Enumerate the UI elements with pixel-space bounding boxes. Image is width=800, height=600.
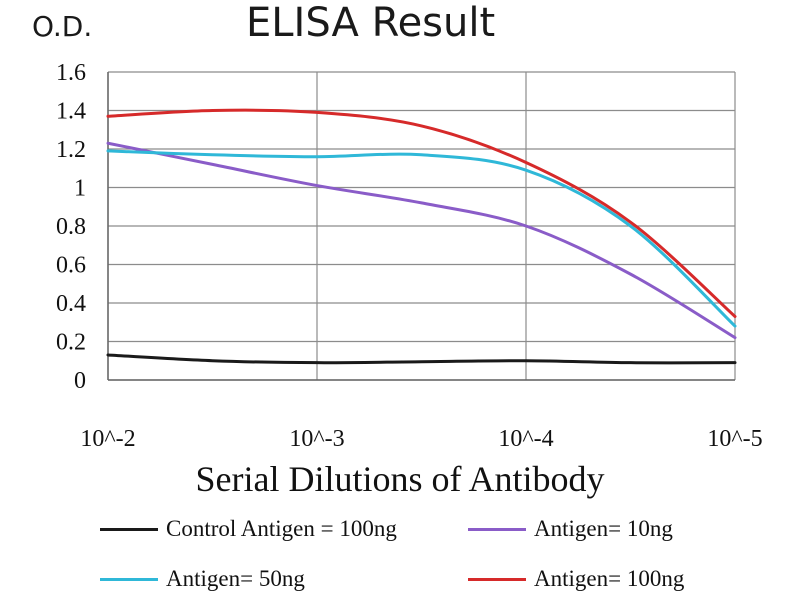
- legend-item-control: Control Antigen = 100ng: [100, 516, 397, 542]
- y-tick-labels: 0 0.2 0.4 0.6 0.8 1 1.2 1.4 1.6: [56, 60, 86, 394]
- legend-swatch: [468, 527, 526, 531]
- legend-label: Antigen= 50ng: [166, 566, 305, 591]
- legend-swatch: [100, 577, 158, 581]
- legend-item-antigen-100ng: Antigen= 100ng: [468, 566, 684, 592]
- legend-label: Antigen= 100ng: [534, 566, 685, 591]
- series-line-0: [106, 353, 737, 365]
- x-tick-label: 10^-3: [289, 426, 344, 452]
- y-tick-label: 0.4: [56, 291, 86, 317]
- legend-item-antigen-10ng: Antigen= 10ng: [468, 516, 673, 542]
- y-tick-label: 0.6: [56, 253, 86, 279]
- y-tick-label: 0.2: [56, 330, 86, 356]
- legend-label: Antigen= 10ng: [534, 516, 673, 541]
- chart-title: ELISA Result: [246, 0, 496, 46]
- y-tick-label: 1.2: [56, 137, 86, 163]
- series-line-3: [106, 108, 737, 318]
- y-tick-label: 1: [74, 176, 86, 202]
- x-tick-label: 10^-5: [707, 426, 762, 452]
- y-tick-label: 0: [74, 368, 86, 394]
- legend-label: Control Antigen = 100ng: [166, 516, 397, 541]
- data-series: [106, 108, 737, 365]
- y-tick-label: 0.8: [56, 214, 86, 240]
- series-line-2: [106, 149, 737, 328]
- y-tick-label: 1.4: [56, 99, 86, 125]
- y-axis-label: O.D.: [32, 10, 93, 43]
- y-tick-label: 1.6: [56, 60, 86, 86]
- legend-swatch: [100, 527, 158, 531]
- x-tick-labels: 10^-2 10^-3 10^-4 10^-5: [80, 426, 762, 452]
- x-tick-label: 10^-4: [498, 426, 553, 452]
- x-tick-label: 10^-2: [80, 426, 135, 452]
- grid-lines: [107, 71, 736, 381]
- x-axis-label: Serial Dilutions of Antibody: [195, 459, 605, 499]
- legend-swatch: [468, 577, 526, 581]
- series-line-1: [106, 141, 737, 340]
- legend-item-antigen-50ng: Antigen= 50ng: [100, 566, 305, 592]
